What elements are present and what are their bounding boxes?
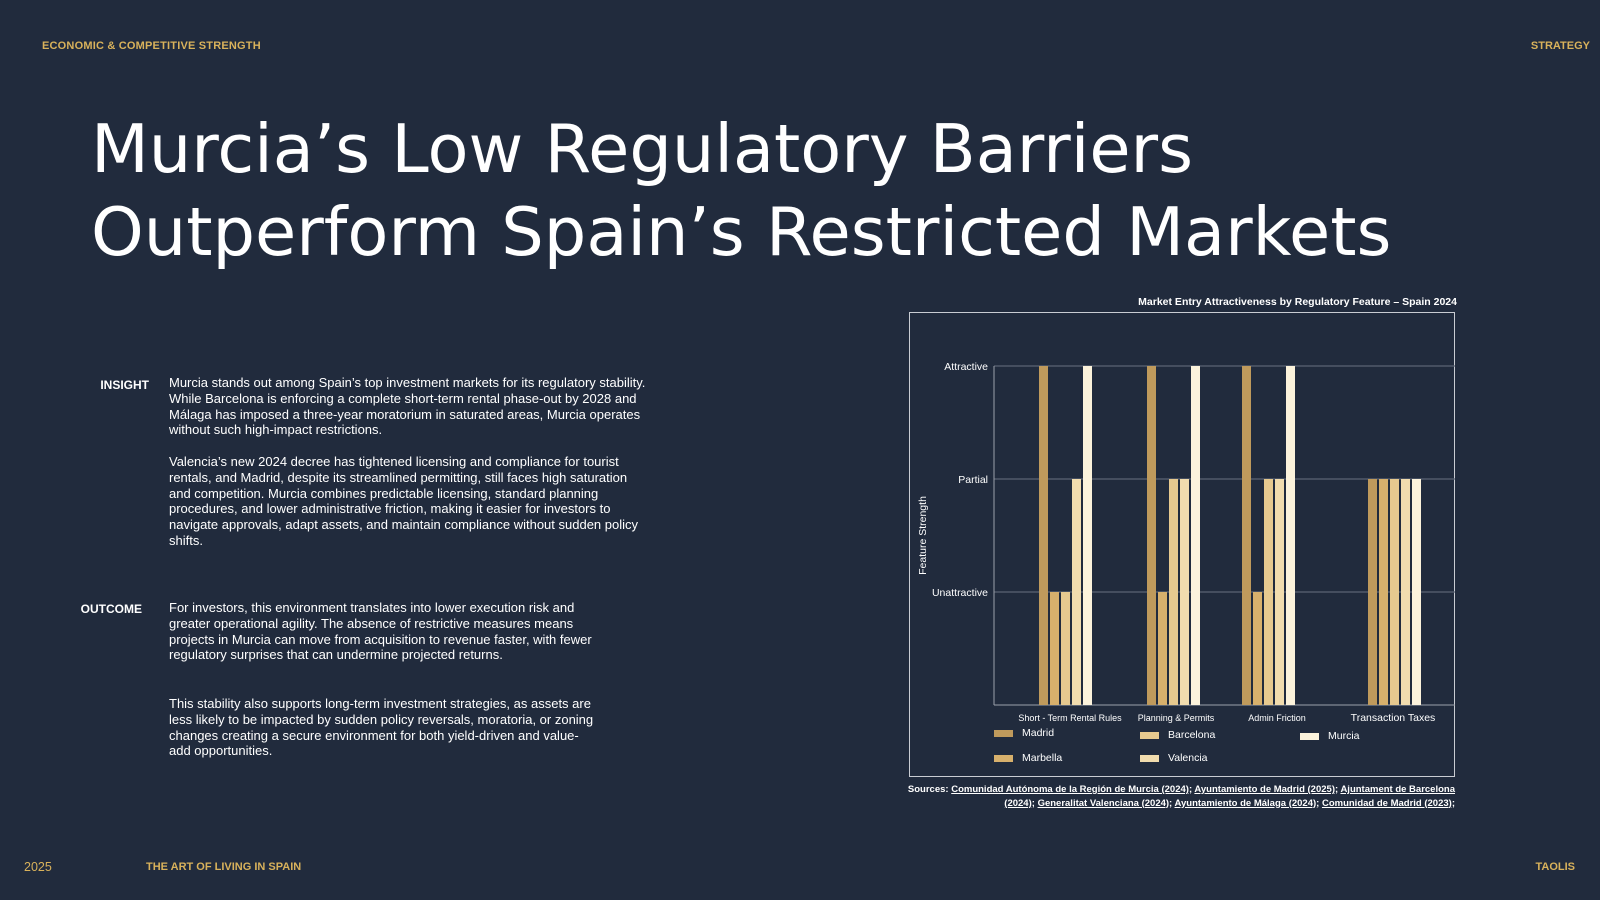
footer-brand: TAOLIS bbox=[1535, 861, 1575, 873]
source-link-5[interactable]: Ayuntamiento de Málaga (2024) bbox=[1174, 797, 1317, 809]
legend-item-barcelona: Barcelona bbox=[1140, 729, 1215, 741]
sources-prefix: Sources: bbox=[907, 784, 949, 795]
x-tick-label: Transaction Taxes bbox=[1351, 712, 1436, 724]
source-link-4[interactable]: Generalitat Valenciana (2024) bbox=[1037, 797, 1170, 809]
page-title: Murcia’s Low Regulatory Barriers Outperf… bbox=[91, 108, 1441, 274]
insight-paragraph-2: Valencia’s new 2024 decree has tightened… bbox=[169, 454, 639, 548]
y-tick-label: Attractive bbox=[944, 361, 988, 373]
legend-label: Marbella bbox=[1022, 752, 1063, 764]
bar-murcia-4 bbox=[1412, 479, 1421, 705]
y-tick-label: Unattractive bbox=[932, 587, 988, 599]
legend-item-madrid: Madrid bbox=[994, 727, 1054, 739]
legend-swatch bbox=[1140, 731, 1159, 739]
sources-block: Sources: Comunidad Autónoma de la Región… bbox=[907, 784, 1455, 809]
source-link-6[interactable]: Comunidad de Madrid (2023) bbox=[1321, 797, 1452, 809]
bar-madrid-2 bbox=[1147, 366, 1156, 705]
bar-barcelona-2 bbox=[1169, 479, 1178, 705]
legend-swatch bbox=[1300, 732, 1319, 740]
title-line-2: Outperform Spain’s Restricted Markets bbox=[91, 193, 1392, 271]
section-label: ECONOMIC & COMPETITIVE STRENGTH bbox=[42, 40, 261, 52]
outcome-paragraph-2: This stability also supports long-term i… bbox=[169, 696, 594, 759]
bar-barcelona-4 bbox=[1390, 479, 1399, 705]
bar-valencia-1 bbox=[1072, 479, 1081, 705]
bar-marbella-3 bbox=[1253, 592, 1262, 705]
bar-madrid-4 bbox=[1368, 479, 1377, 705]
legend-label: Valencia bbox=[1168, 752, 1208, 764]
bar-chart: Unattractive Partial Attractive Feature Str… bbox=[917, 361, 1455, 724]
bar-marbella-2 bbox=[1158, 592, 1167, 705]
legend-swatch bbox=[1140, 754, 1159, 762]
y-tick-label: Partial bbox=[958, 474, 988, 486]
bar-madrid-3 bbox=[1242, 366, 1251, 705]
source-link-3[interactable]: Ajuntament de Barcelona (2024) bbox=[1004, 784, 1455, 809]
outcome-label: OUTCOME bbox=[80, 602, 142, 616]
bar-valencia-4 bbox=[1401, 479, 1410, 705]
legend-label: Barcelona bbox=[1168, 729, 1216, 741]
chart-container: Unattractive Partial Attractive Feature Str… bbox=[909, 312, 1455, 777]
bar-marbella-1 bbox=[1050, 592, 1059, 705]
legend-item-valencia: Valencia bbox=[1140, 752, 1208, 764]
footer-year: 2025 bbox=[24, 860, 52, 874]
bar-barcelona-3 bbox=[1264, 479, 1273, 705]
bar-marbella-4 bbox=[1379, 479, 1388, 705]
y-axis-label: Feature Strength bbox=[917, 496, 929, 575]
x-tick-label: Planning & Permits bbox=[1138, 713, 1215, 723]
bar-valencia-2 bbox=[1180, 479, 1189, 705]
title-line-1: Murcia’s Low Regulatory Barriers bbox=[91, 110, 1193, 188]
footer-tagline: THE ART OF LIVING IN SPAIN bbox=[146, 861, 302, 873]
outcome-paragraph-1: For investors, this environment translat… bbox=[169, 600, 592, 663]
chart-title: Market Entry Attractiveness by Regulator… bbox=[1138, 296, 1457, 308]
x-tick-label: Short - Term Rental Rules bbox=[1018, 713, 1122, 723]
insight-label: INSIGHT bbox=[100, 378, 149, 392]
bar-valencia-3 bbox=[1275, 479, 1284, 705]
bar-madrid-1 bbox=[1039, 366, 1048, 705]
bar-barcelona-1 bbox=[1061, 592, 1070, 705]
bar-murcia-3 bbox=[1286, 366, 1295, 705]
legend-item-murcia: Murcia bbox=[1300, 730, 1360, 742]
legend-label: Madrid bbox=[1022, 727, 1055, 739]
legend-swatch bbox=[994, 729, 1013, 737]
legend-swatch bbox=[994, 754, 1013, 762]
legend-item-marbella: Marbella bbox=[994, 752, 1062, 764]
legend-label: Murcia bbox=[1328, 730, 1360, 742]
category-label: STRATEGY bbox=[1530, 40, 1590, 52]
insight-paragraph-1: Murcia stands out among Spain’s top inve… bbox=[169, 375, 646, 438]
x-tick-label: Admin Friction bbox=[1248, 713, 1306, 723]
source-link-1[interactable]: Comunidad Autónoma de la Región de Murci… bbox=[951, 784, 1189, 795]
source-link-2[interactable]: Ayuntamiento de Madrid (2025) bbox=[1194, 784, 1335, 795]
bar-murcia-1 bbox=[1083, 366, 1092, 705]
bar-murcia-2 bbox=[1191, 366, 1200, 705]
